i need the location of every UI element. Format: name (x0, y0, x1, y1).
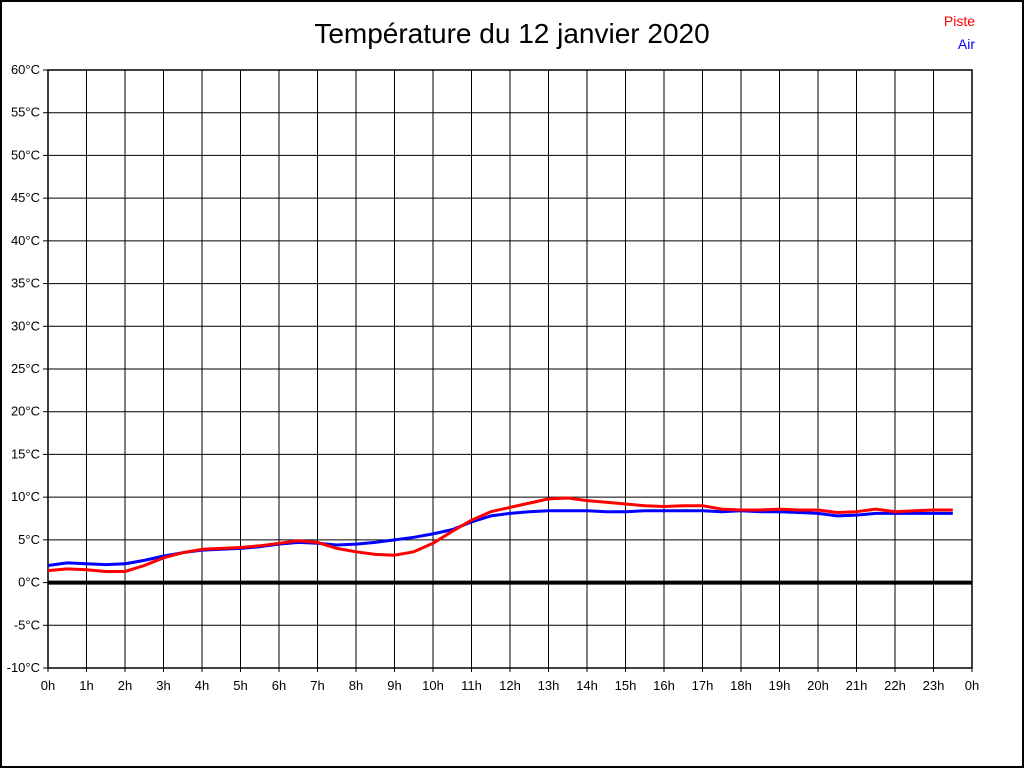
x-tick-label: 16h (653, 678, 675, 693)
x-tick-label: 21h (846, 678, 868, 693)
legend-item-piste: Piste (943, 13, 975, 29)
plot-border (47, 69, 973, 669)
x-tick-label: 18h (730, 678, 752, 693)
x-tick-label: 7h (310, 678, 324, 693)
x-tick-label: 6h (272, 678, 286, 693)
y-tick-label: 60°C (11, 62, 40, 77)
x-axis-labels: 0h 1h 2h 3h 4h 5h 6h 7h 8h 9h 10h 11h 12h 13h 14h 15h 16… (41, 678, 979, 693)
y-tick-label: 0°C (18, 575, 40, 590)
y-axis-labels: 60°C 55°C 50°C 45°C 40°C 35°C 30°C 25°C 20°C 15°C… (7, 62, 40, 675)
x-tick-label: 10h (422, 678, 444, 693)
y-tick-label: 10°C (11, 489, 40, 504)
y-tick-label: -5°C (14, 617, 40, 632)
x-tick-label: 0h (41, 678, 55, 693)
x-tick-label: 15h (615, 678, 637, 693)
series-line-piste (47, 496, 953, 573)
x-tick-label: 12h (499, 678, 521, 693)
x-tick-label: 5h (233, 678, 247, 693)
y-tick-label: 5°C (18, 532, 40, 547)
x-tick-label: 4h (195, 678, 209, 693)
x-tick-label: 11h (461, 678, 482, 693)
x-tick-label: 8h (349, 678, 363, 693)
y-tick-label: 45°C (11, 190, 40, 205)
legend-item-air: Air (957, 36, 975, 52)
y-tick-label: 50°C (11, 147, 40, 162)
y-tick-label: -10°C (7, 660, 40, 675)
x-tick-label: 19h (769, 678, 791, 693)
chart-title: Température du 12 janvier 2020 (314, 18, 710, 49)
x-tick-label: 14h (576, 678, 598, 693)
legend: Piste Air (944, 10, 975, 56)
x-tick-label: 17h (692, 678, 714, 693)
x-tick-label: 3h (156, 678, 170, 693)
y-tick-label: 30°C (11, 318, 40, 333)
x-tick-label: 0h (965, 678, 979, 693)
y-tick-label: 20°C (11, 404, 40, 419)
x-tick-label: 22h (884, 678, 906, 693)
y-tick-label: 40°C (11, 233, 40, 248)
series-line-air (47, 509, 953, 567)
x-tick-label: 20h (807, 678, 829, 693)
y-tick-label: 15°C (11, 446, 40, 461)
x-tick-label: 13h (538, 678, 560, 693)
x-tick-label: 2h (118, 678, 132, 693)
x-tick-label: 1h (79, 678, 93, 693)
y-tick-label: 25°C (11, 361, 40, 376)
y-tick-label: 55°C (11, 105, 40, 120)
x-tick-label: 23h (923, 678, 945, 693)
x-tick-label: 9h (387, 678, 401, 693)
y-tick-label: 35°C (11, 276, 40, 291)
